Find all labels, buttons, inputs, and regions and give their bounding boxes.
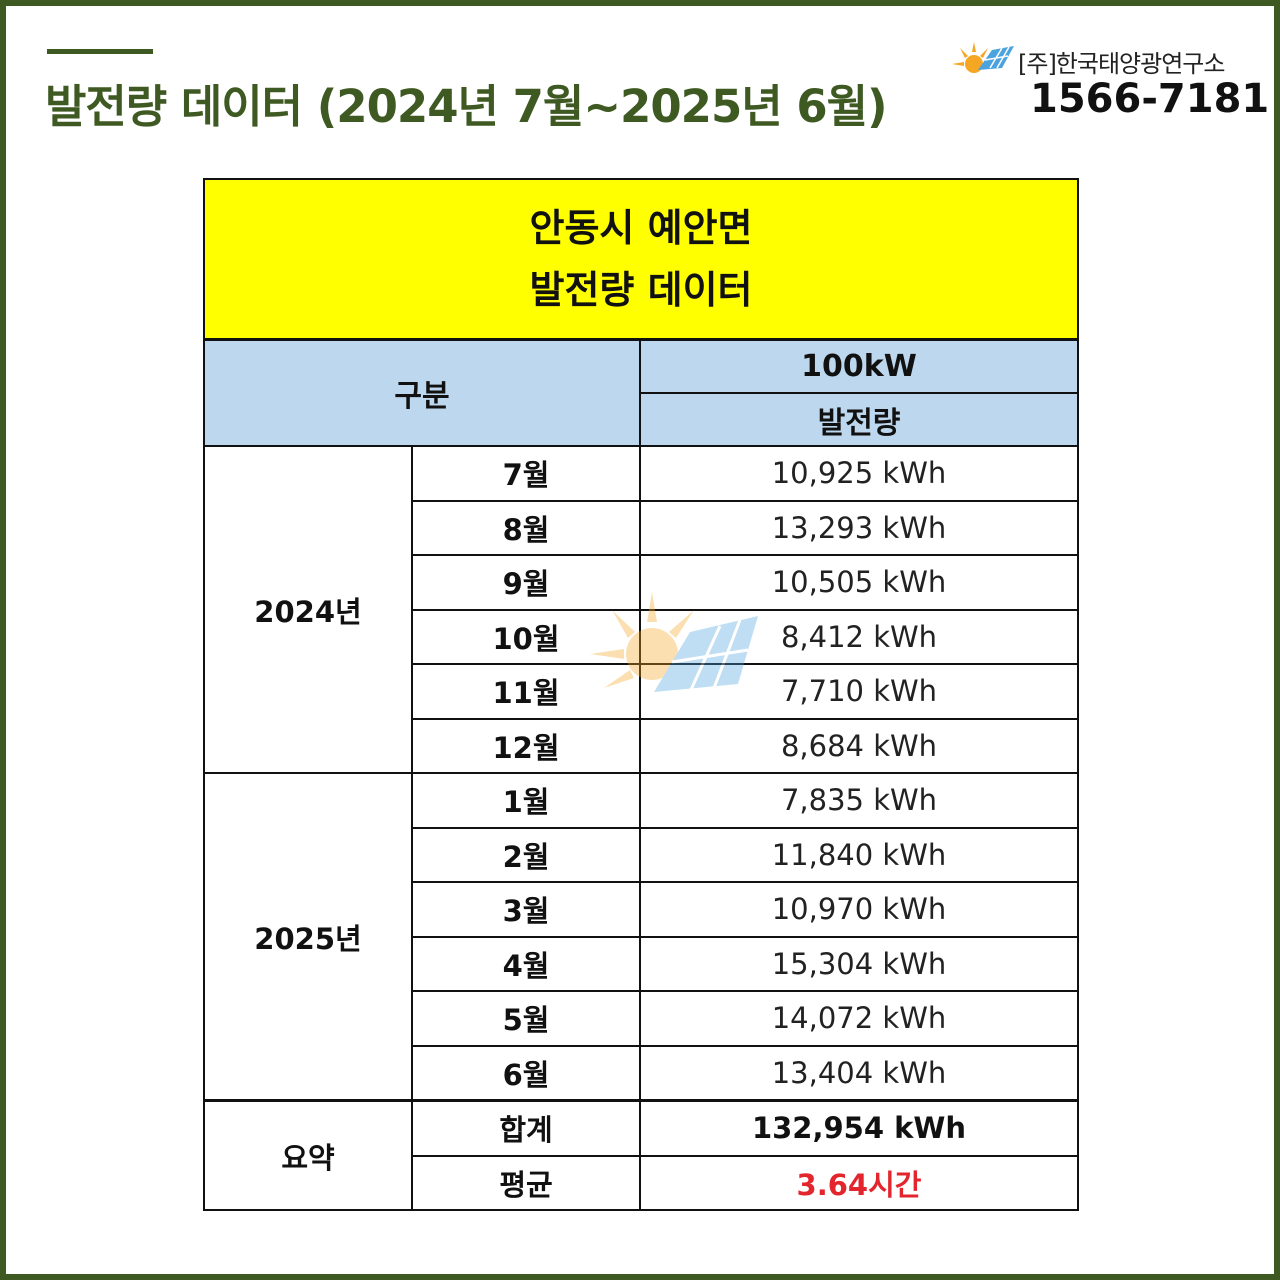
table-title-line1: 안동시 예안면 <box>529 206 753 250</box>
page-title: 발전량 데이터 (2024년 7월~2025년 6월) <box>45 80 888 133</box>
table-row: 2025년 1월 7,835 kWh <box>203 772 1079 1102</box>
year-label: 2024년 <box>203 445 413 774</box>
generation-value: 14,072 kWh <box>639 990 1079 1047</box>
sun-solar-panel-logo-icon <box>952 42 1014 73</box>
total-value: 132,954 kWh <box>639 1099 1079 1157</box>
month-label: 10월 <box>411 608 641 665</box>
table-row: 2024년 7월 10,925 kWh <box>203 445 1079 774</box>
month-label: 8월 <box>411 499 641 556</box>
summary-row-average: 평균 3.64시간 <box>204 1154 1079 1211</box>
total-label: 합계 <box>411 1099 641 1157</box>
month-label: 9월 <box>411 554 641 611</box>
generation-value: 10,970 kWh <box>639 881 1079 938</box>
generation-value: 10,925 kWh <box>639 445 1079 502</box>
generation-value: 7,835 kWh <box>639 772 1079 829</box>
table-row: 8월 13,293 kWh <box>204 499 1079 556</box>
generation-value: 13,293 kWh <box>639 499 1079 556</box>
table-title: 안동시 예안면 발전량 데이터 <box>203 178 1079 341</box>
month-label: 3월 <box>411 881 641 938</box>
generation-value: 13,404 kWh <box>639 1044 1079 1102</box>
table-row: 5월 14,072 kWh <box>204 990 1079 1047</box>
month-label: 12월 <box>411 717 641 774</box>
company-name: [주]한국태양광연구소 <box>1018 50 1225 78</box>
month-label: 2월 <box>411 826 641 883</box>
title-accent-bar <box>47 49 153 54</box>
table-row: 9월 10,505 kWh <box>204 554 1079 611</box>
month-label: 11월 <box>411 663 641 720</box>
average-value: 3.64시간 <box>639 1154 1079 1211</box>
table-title-line2: 발전량 데이터 <box>529 268 753 312</box>
table-row: 3월 10,970 kWh <box>204 881 1079 938</box>
generation-value: 15,304 kWh <box>639 935 1079 992</box>
summary-row-total: 요약 합계 132,954 kWh <box>203 1099 1079 1211</box>
table-row: 6월 13,404 kWh <box>204 1044 1079 1102</box>
generation-value: 8,684 kWh <box>639 717 1079 774</box>
table-row: 10월 8,412 kWh <box>204 608 1079 665</box>
year-label: 2025년 <box>203 772 413 1102</box>
month-label: 7월 <box>411 445 641 502</box>
generation-value: 11,840 kWh <box>639 826 1079 883</box>
summary-label: 요약 <box>203 1099 413 1211</box>
generation-value: 7,710 kWh <box>639 663 1079 720</box>
header-row-2: 발전량 <box>204 392 1079 447</box>
generation-value: 8,412 kWh <box>639 608 1079 665</box>
month-label: 1월 <box>411 772 641 829</box>
table-row: 4월 15,304 kWh <box>204 935 1079 992</box>
generation-value: 10,505 kWh <box>639 554 1079 611</box>
generation-table-wrapper: 안동시 예안면 발전량 데이터 구분 100kW 발전량 2024년 7월 10… <box>203 178 1079 1211</box>
generation-table: 안동시 예안면 발전량 데이터 구분 100kW 발전량 2024년 7월 10… <box>203 178 1079 1211</box>
month-label: 4월 <box>411 935 641 992</box>
average-label: 평균 <box>411 1154 641 1211</box>
table-row: 2월 11,840 kWh <box>204 826 1079 883</box>
table-row: 11월 7,710 kWh <box>204 663 1079 720</box>
phone-number: 1566-7181 <box>1030 76 1270 122</box>
month-label: 5월 <box>411 990 641 1047</box>
header-generation: 발전량 <box>639 392 1079 447</box>
header-row: 구분 100kW <box>203 338 1079 447</box>
month-label: 6월 <box>411 1044 641 1102</box>
table-row: 12월 8,684 kWh <box>204 717 1079 774</box>
table-title-row: 안동시 예안면 발전량 데이터 <box>203 178 1079 341</box>
header-category: 구분 <box>203 338 641 447</box>
header-capacity: 100kW <box>639 338 1079 394</box>
